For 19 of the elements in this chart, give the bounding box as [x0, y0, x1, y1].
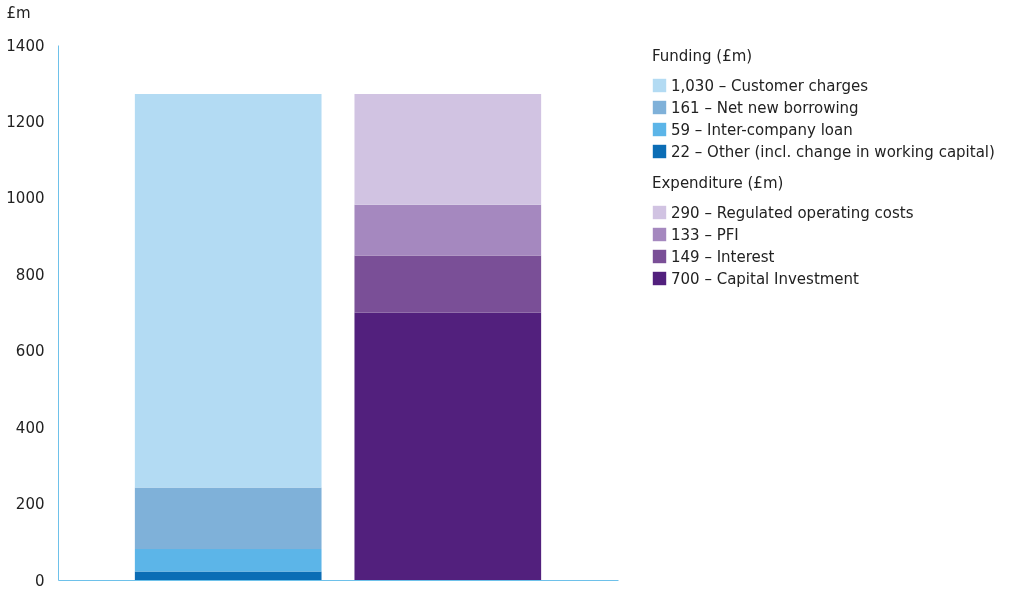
- legend-label: 700 – Capital Investment: [671, 269, 860, 288]
- y-tick-label: 1000: [6, 189, 45, 208]
- y-tick-label: 800: [15, 265, 45, 284]
- legend-label: 1,030 – Customer charges: [671, 76, 869, 95]
- legend-label: 133 – PFI: [671, 225, 739, 244]
- y-tick-label: 1400: [6, 36, 45, 55]
- legend-label: 22 – Other (incl. change in working capital): [671, 142, 995, 161]
- text: Expenditure (£m): [652, 174, 784, 192]
- y-tick-label: 400: [15, 418, 45, 437]
- y-tick-label: 200: [15, 495, 45, 514]
- y-tick-label: 600: [15, 342, 45, 361]
- y-axis-title: £m: [6, 3, 31, 22]
- y-tick-label: 0: [34, 571, 45, 590]
- y-tick-label: 1200: [6, 112, 45, 131]
- legend-title: Funding (£m): [652, 47, 753, 65]
- legend-label: 59 – Inter-company loan: [671, 120, 853, 139]
- legend-label: 149 – Interest: [671, 247, 775, 266]
- legend-label: 290 – Regulated operating costs: [671, 203, 914, 222]
- legend-label: 161 – Net new borrowing: [671, 98, 859, 117]
